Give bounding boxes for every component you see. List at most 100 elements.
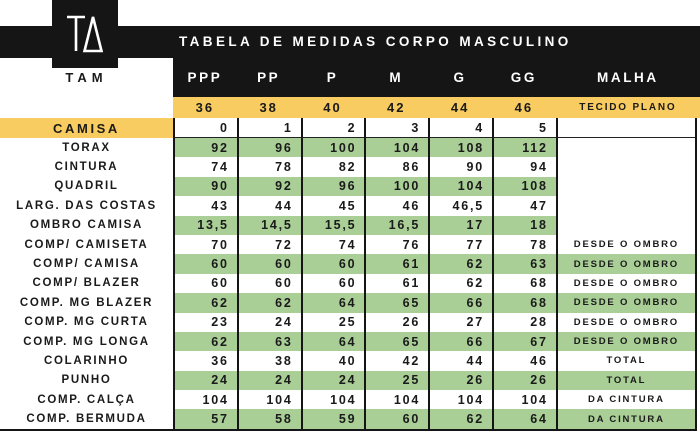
camisa-malha-cell: [555, 118, 695, 138]
size-column-header: PP: [257, 70, 281, 85]
malha-note: [555, 157, 695, 177]
malha-note: DA CINTURA: [555, 409, 695, 429]
measurement-value: 60: [236, 254, 301, 274]
table-row: LARG. DAS COSTAS 43 44 45 46 46,5 47: [0, 196, 697, 216]
measurement-value: 104: [364, 138, 429, 158]
measurement-value: 40: [300, 351, 365, 371]
measurement-value: 104: [300, 390, 365, 410]
camisa-size-value: 3: [364, 118, 429, 138]
measurement-value: 76: [364, 234, 428, 255]
malha-column-header: MALHA: [597, 70, 659, 85]
header-block: [173, 26, 700, 97]
measurement-value: 63: [236, 331, 301, 352]
measurement-value: 63: [491, 254, 556, 274]
measurement-value: 62: [173, 331, 237, 352]
measurement-value: 60: [300, 254, 365, 274]
size-column-header: G: [453, 70, 467, 85]
measurement-label: COLARINHO: [44, 354, 129, 367]
size-numbers-row: 36 38 40 42 44 46 TECIDO PLANO: [173, 97, 700, 118]
measurement-value: 72: [236, 234, 301, 255]
measurement-value: 24: [173, 370, 237, 391]
measurement-value: 68: [491, 273, 556, 294]
malha-note: [555, 138, 695, 158]
malha-note: DESDE O OMBRO: [555, 312, 695, 332]
camisa-size-value: 4: [428, 118, 492, 138]
measurement-value: 24: [300, 370, 365, 391]
malha-note: [555, 215, 695, 235]
measurement-value: 64: [300, 293, 365, 313]
measurement-value: 61: [364, 254, 429, 274]
measurement-value: 17: [428, 215, 492, 235]
measurement-value: 108: [428, 138, 492, 158]
camisa-label: CAMISA: [0, 118, 173, 138]
malha-note: [555, 176, 695, 197]
malha-note: DESDE O OMBRO: [555, 254, 695, 274]
camisa-row: CAMISA 0 1 2 3 4 5: [0, 118, 697, 138]
camisa-size-value: 0: [173, 118, 237, 138]
table-row: TORAX 92 96 100 104 108 112: [0, 138, 697, 158]
measurement-value: 38: [236, 351, 301, 371]
measurement-label: COMP/ BLAZER: [32, 277, 141, 290]
size-number: 42: [387, 100, 406, 115]
measurement-value: 66: [428, 331, 492, 352]
camisa-size-value: 2: [300, 118, 365, 138]
camisa-size-value: 1: [236, 118, 301, 138]
measurement-value: 46: [491, 351, 556, 371]
measurement-value: 46,5: [428, 196, 492, 216]
table-row: QUADRIL 90 92 96 100 104 108: [0, 176, 697, 197]
measurement-value: 26: [428, 370, 492, 391]
measurement-value: 104: [236, 390, 301, 410]
measurement-value: 66: [428, 293, 492, 313]
measurement-value: 64: [300, 331, 365, 352]
table-row: COMP. CALÇA 104 104 104 104 104 104 DA CINTURA: [0, 390, 697, 410]
measurement-value: 58: [236, 409, 301, 429]
measurement-value: 112: [491, 138, 556, 158]
measurement-value: 104: [491, 390, 556, 410]
measurement-value: 16,5: [364, 215, 429, 235]
measurement-value: 100: [364, 176, 429, 197]
measurement-value: 78: [236, 157, 301, 177]
measurement-value: 28: [491, 312, 556, 332]
measurement-value: 15,5: [300, 215, 365, 235]
measurement-value: 60: [300, 273, 365, 294]
measurement-value: 104: [173, 390, 237, 410]
size-number: 46: [514, 100, 534, 115]
measurement-value: 26: [491, 370, 556, 391]
measurement-value: 60: [173, 273, 237, 294]
measurement-label: CINTURA: [54, 161, 119, 174]
measurement-value: 60: [364, 409, 429, 429]
malha-note: DESDE O OMBRO: [555, 293, 695, 313]
measurement-value: 44: [428, 351, 492, 371]
measurement-value: 62: [428, 409, 492, 429]
measurement-value: 18: [491, 215, 556, 235]
page-title: TABELA DE MEDIDAS CORPO MASCULINO: [179, 34, 572, 49]
size-number: 36: [195, 100, 215, 115]
table-row: PUNHO 24 24 24 25 26 26 TOTAL: [0, 370, 697, 391]
measurement-value: 86: [364, 157, 428, 177]
measurement-value: 47: [491, 196, 556, 216]
malha-note: DA CINTURA: [555, 390, 695, 410]
measurement-label: COMP/ CAMISA: [33, 258, 140, 271]
size-column-header: M: [389, 70, 404, 85]
measurement-value: 92: [173, 138, 237, 158]
measurement-label: COMP. MG LONGA: [23, 335, 150, 348]
measurement-value: 74: [173, 157, 237, 177]
measurement-value: 44: [236, 196, 301, 216]
malha-note: TOTAL: [555, 370, 695, 391]
size-header-row: PPP PP P M G GG MALHA: [173, 58, 700, 97]
measurement-value: 68: [491, 293, 556, 313]
measurement-value: 62: [173, 293, 237, 313]
table-row: COMP. MG CURTA 23 24 25 26 27 28 DESDE O OMBRO: [0, 312, 697, 332]
measurement-value: 65: [364, 331, 429, 352]
measurement-value: 96: [236, 138, 301, 158]
measurement-value: 78: [491, 234, 556, 255]
measurement-value: 24: [236, 370, 301, 391]
measurement-value: 104: [364, 390, 428, 410]
measurement-value: 13,5: [173, 215, 237, 235]
measurement-value: 100: [300, 138, 365, 158]
table-row: OMBRO CAMISA 13,5 14,5 15,5 16,5 17 18: [0, 215, 697, 235]
measurement-value: 108: [491, 176, 556, 197]
measurement-label: COMP. CALÇA: [37, 393, 136, 406]
malha-value: TECIDO PLANO: [579, 102, 677, 113]
